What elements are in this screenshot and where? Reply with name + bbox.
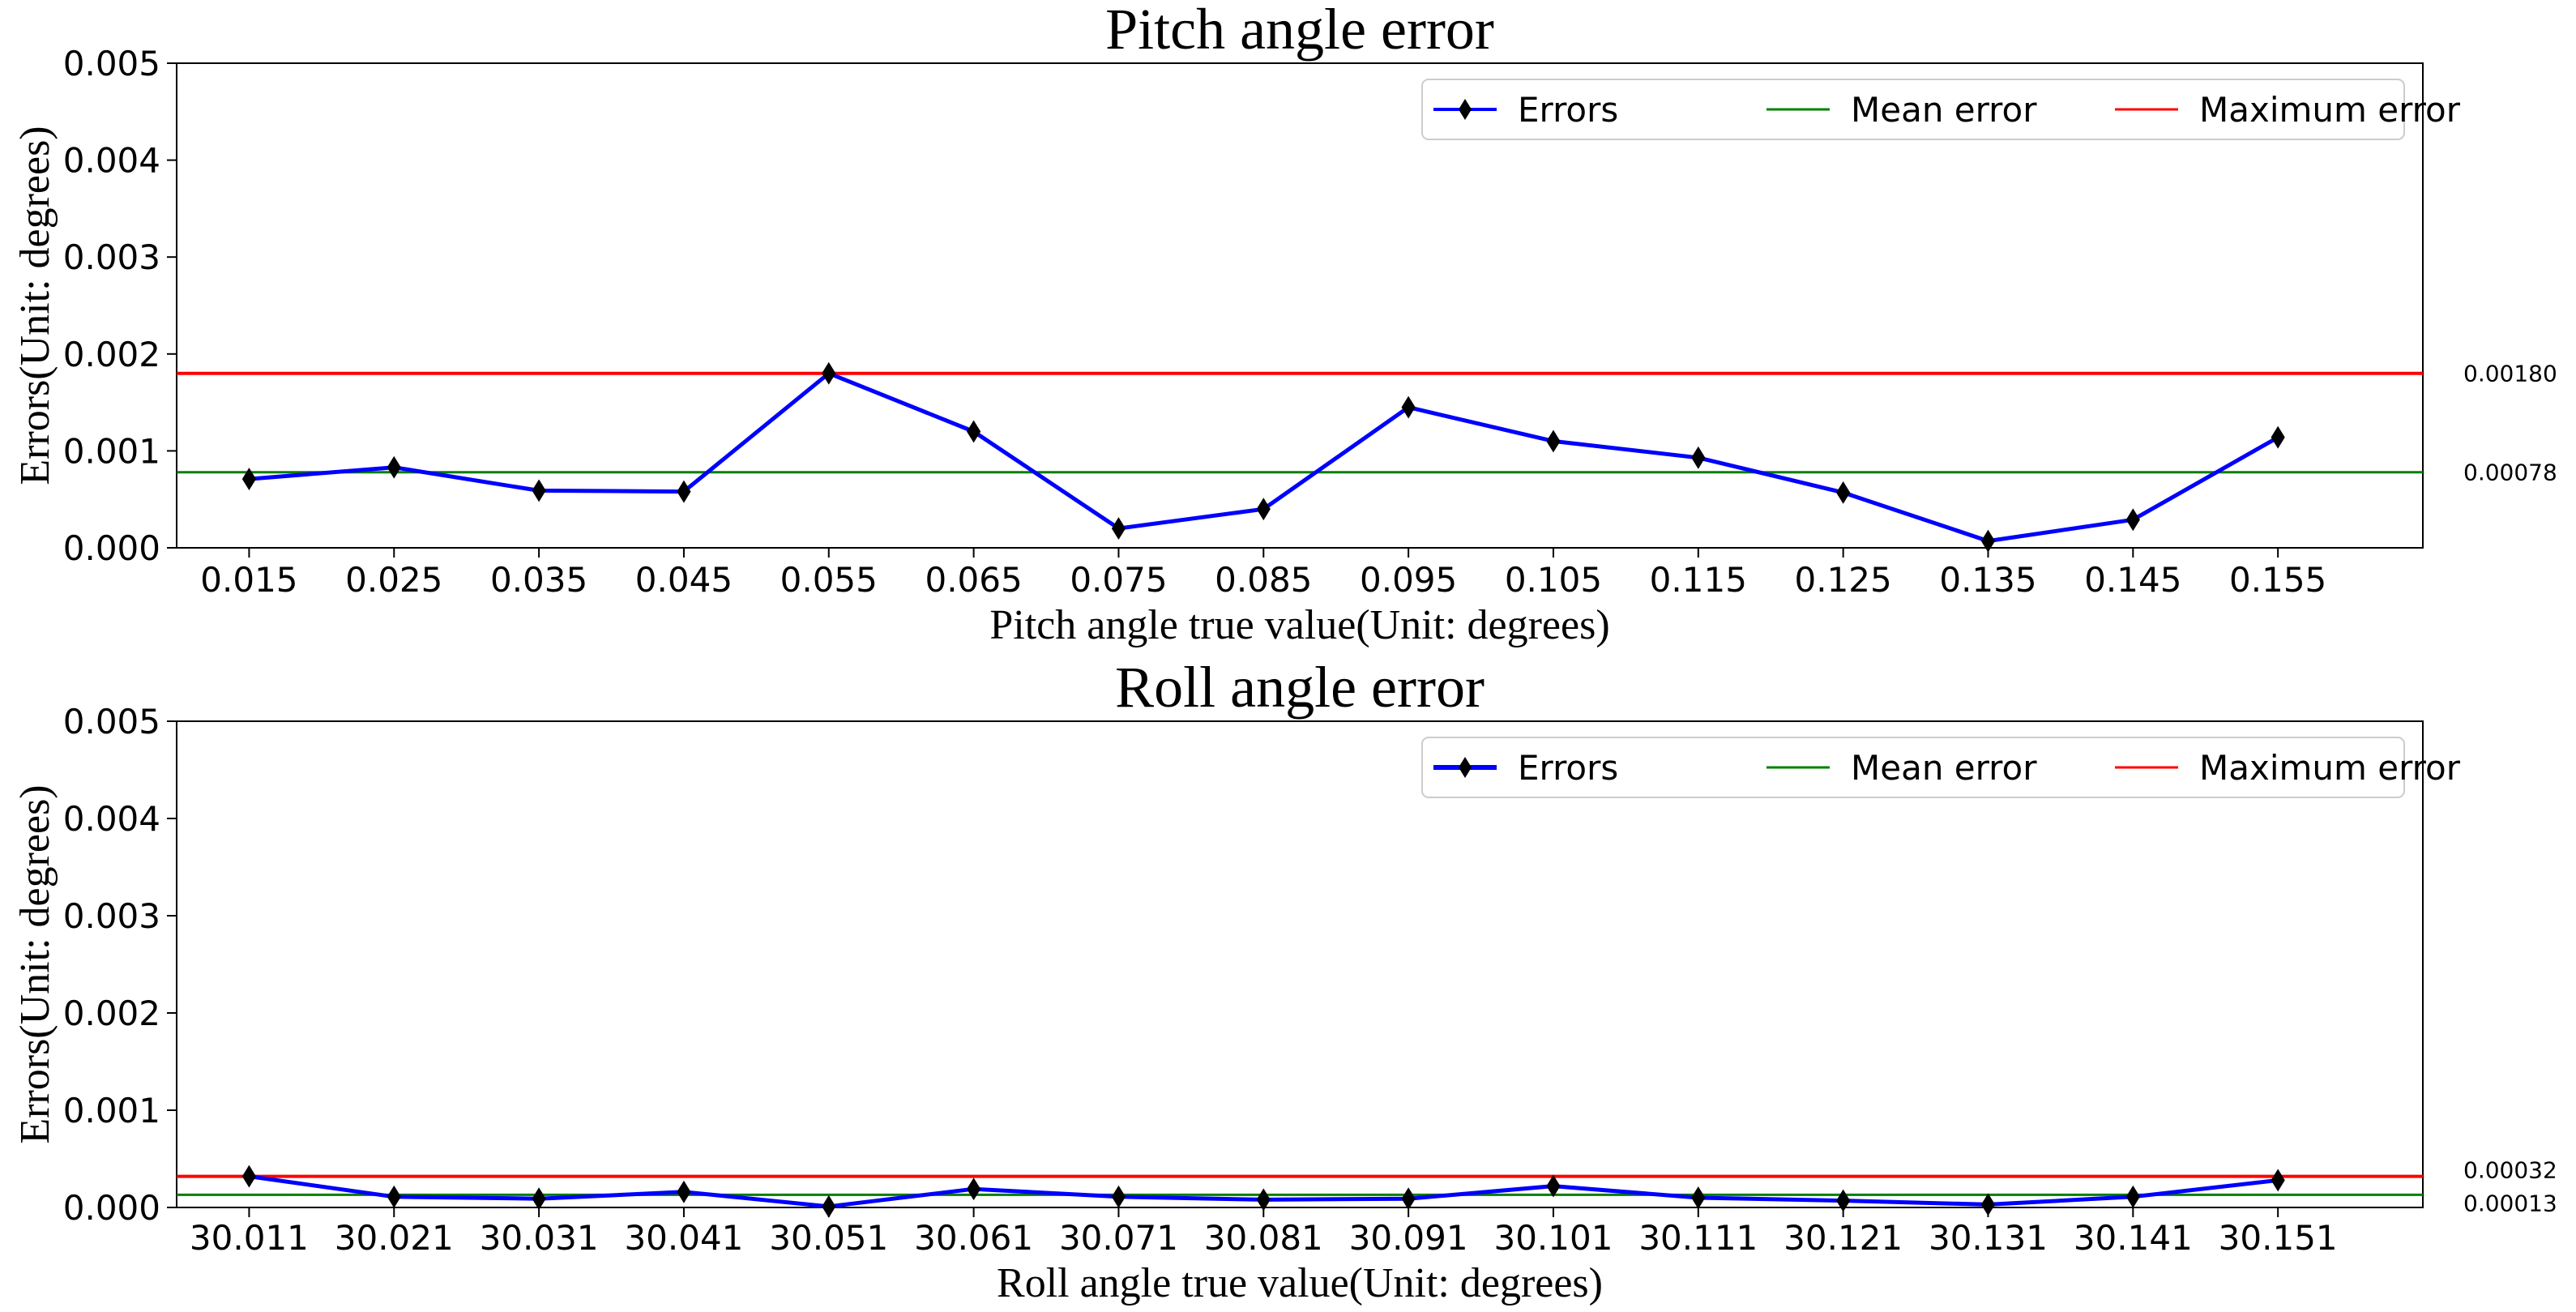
errors-point — [1401, 395, 1416, 419]
legend-maximum-error-label: Maximum error — [2199, 90, 2461, 130]
x-tick-label: 30.111 — [1638, 1218, 1758, 1258]
errors-point — [2125, 1185, 2140, 1208]
errors-point — [387, 1185, 401, 1208]
legend-errors-marker — [1459, 99, 1472, 120]
y-tick-label: 0.005 — [63, 44, 160, 83]
x-tick-label: 30.051 — [769, 1218, 888, 1258]
x-tick-label: 30.031 — [480, 1218, 599, 1258]
legend-box — [1421, 79, 2405, 140]
x-tick-label: 0.065 — [925, 560, 1022, 600]
x-tick-label: 0.045 — [635, 560, 733, 600]
x-tick-label: 30.011 — [190, 1218, 309, 1258]
x-tick-label: 0.125 — [1795, 560, 1892, 600]
chart-title: Pitch angle error — [1105, 0, 1494, 62]
errors-point — [241, 468, 257, 491]
legend-box — [1421, 737, 2405, 798]
errors-point — [2271, 425, 2285, 449]
value-annotation: 0.00013 — [2463, 1190, 2557, 1216]
x-tick-label: 0.095 — [1360, 560, 1457, 600]
y-tick-label: 0.000 — [63, 528, 160, 568]
legend: Errors Mean error Maximum error — [1421, 737, 2461, 798]
x-tick-label: 0.085 — [1215, 560, 1312, 600]
y-axis-label: Errors(Unit: degrees) — [12, 126, 58, 485]
errors-point — [1691, 446, 1706, 469]
errors-point — [677, 480, 691, 503]
legend-errors-marker — [1459, 757, 1472, 778]
plot-frame — [176, 720, 2424, 1208]
errors-point — [1836, 481, 1851, 504]
x-tick-label: 30.071 — [1059, 1218, 1178, 1258]
y-tick-label: 0.001 — [63, 431, 160, 471]
y-tick-label: 0.000 — [63, 1188, 160, 1228]
errors-point — [967, 420, 981, 443]
y-tick-label: 0.004 — [63, 799, 160, 839]
chart-title: Roll angle error — [1115, 655, 1485, 720]
errors-point — [1256, 498, 1271, 521]
chart-panel-2: Roll angle error 0.000 0.001 0.002 0.003 0.00… — [12, 655, 2557, 1306]
x-tick-label: 30.021 — [335, 1218, 454, 1258]
errors-point — [1401, 1187, 1416, 1211]
x-tick-label: 0.015 — [200, 560, 297, 600]
x-tick-label: 30.151 — [2219, 1218, 2338, 1258]
errors-point — [967, 1177, 981, 1201]
errors-point — [532, 479, 546, 502]
errors-point — [1546, 429, 1561, 453]
x-tick-label: 0.025 — [345, 560, 442, 600]
x-tick-label: 30.091 — [1349, 1218, 1468, 1258]
errors-point — [1836, 1189, 1851, 1212]
legend-errors-label: Errors — [1518, 90, 1618, 130]
errors-point — [1980, 529, 1996, 553]
x-tick-label: 0.115 — [1650, 560, 1747, 600]
y-tick-label: 0.003 — [63, 237, 160, 277]
x-tick-label: 30.141 — [2074, 1218, 2193, 1258]
errors-point — [822, 361, 836, 385]
chart-panel-1: Pitch angle error 0.000 0.001 0.002 0.003 0.0… — [12, 0, 2557, 648]
errors-point — [2271, 1169, 2285, 1192]
plot-frame — [176, 62, 2424, 549]
x-tick-label: 30.061 — [914, 1218, 1033, 1258]
x-tick-label: 0.035 — [490, 560, 587, 600]
errors-point — [387, 455, 401, 479]
legend: Errors Mean error Maximum error — [1421, 79, 2461, 140]
legend-maximum-error-label: Maximum error — [2199, 748, 2461, 788]
x-tick-label: 0.105 — [1505, 560, 1602, 600]
x-tick-label: 0.155 — [2229, 560, 2326, 600]
errors-point — [1546, 1174, 1561, 1198]
y-tick-label: 0.001 — [63, 1091, 160, 1130]
y-tick-label: 0.004 — [63, 141, 160, 181]
x-tick-label: 30.121 — [1784, 1218, 1903, 1258]
errors-point — [1691, 1186, 1706, 1209]
x-axis-label: Pitch angle true value(Unit: degrees) — [989, 602, 1609, 648]
value-annotation: 0.00078 — [2463, 459, 2557, 486]
x-tick-label: 30.131 — [1929, 1218, 2048, 1258]
x-tick-label: 0.055 — [780, 560, 878, 600]
errors-point — [677, 1180, 691, 1203]
legend-mean-error-label: Mean error — [1851, 748, 2037, 788]
x-tick-label: 30.101 — [1493, 1218, 1613, 1258]
errors-point — [1111, 517, 1126, 541]
value-annotation: 0.00032 — [2463, 1157, 2557, 1184]
x-axis-label: Roll angle true value(Unit: degrees) — [997, 1260, 1603, 1306]
errors-point — [1980, 1193, 1996, 1216]
errors-point — [1111, 1185, 1126, 1208]
value-annotation: 0.00180 — [2463, 361, 2557, 387]
errors-point — [2125, 508, 2140, 532]
errors-point — [822, 1194, 836, 1218]
errors-point — [241, 1165, 257, 1188]
y-tick-label: 0.002 — [63, 335, 160, 374]
errors-point — [532, 1187, 546, 1211]
y-tick-label: 0.003 — [63, 896, 160, 936]
x-tick-label: 0.135 — [1939, 560, 2036, 600]
x-tick-label: 0.145 — [2084, 560, 2181, 600]
errors-point — [1256, 1188, 1271, 1212]
y-tick-label: 0.005 — [63, 702, 160, 741]
x-tick-label: 30.081 — [1204, 1218, 1323, 1258]
legend-errors-label: Errors — [1518, 748, 1618, 788]
legend-mean-error-label: Mean error — [1851, 90, 2037, 130]
x-tick-label: 0.075 — [1070, 560, 1167, 600]
y-axis-label: Errors(Unit: degrees) — [12, 784, 58, 1143]
x-tick-label: 30.041 — [624, 1218, 743, 1258]
y-tick-label: 0.002 — [63, 994, 160, 1033]
